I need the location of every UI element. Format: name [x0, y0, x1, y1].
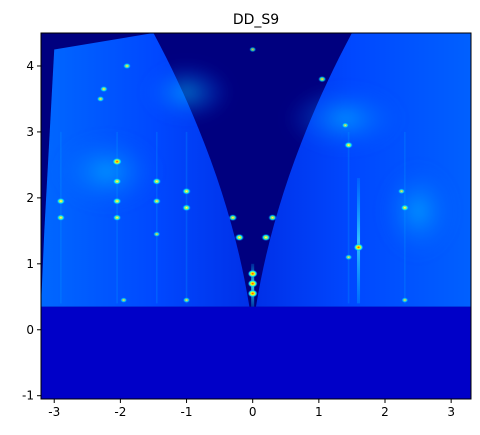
peak: [96, 95, 105, 103]
peak: [353, 243, 364, 252]
x-axis: -3 -2 -1 0 1 2 3: [48, 399, 455, 419]
x-tick-label: -3: [48, 405, 60, 419]
chart-title: DD_S9: [233, 12, 279, 28]
peak: [261, 233, 271, 242]
peak: [152, 177, 162, 185]
peak: [56, 197, 66, 205]
glow-region: [52, 131, 163, 212]
y-tick-label: -1: [22, 389, 34, 403]
peak: [228, 214, 238, 222]
diffuse-glow: [52, 62, 459, 262]
peak: [112, 177, 122, 185]
y-tick-label: 4: [26, 59, 34, 73]
glow-region: [378, 161, 459, 262]
peak: [120, 297, 128, 303]
peak: [182, 297, 191, 304]
peak: [182, 187, 192, 195]
axes-frame: [40, 32, 472, 400]
diffraction-peaks: [56, 46, 410, 304]
peak: [112, 214, 122, 222]
rod-line: [155, 131, 158, 304]
peak: [318, 75, 327, 83]
peak: [341, 122, 350, 129]
y-axis: -1 0 1 2 3 4: [22, 59, 41, 403]
x-tick-label: 3: [447, 405, 455, 419]
peak: [234, 233, 245, 242]
peak: [400, 204, 410, 212]
x-tick-label: 2: [381, 405, 389, 419]
x-tick-label: -1: [181, 405, 193, 419]
below-horizon-region: [41, 306, 471, 399]
peak: [344, 141, 354, 149]
y-tick-label: 2: [26, 191, 34, 205]
peak: [152, 197, 161, 205]
x-tick-label: 1: [315, 405, 323, 419]
peak: [249, 46, 257, 53]
y-tick-label: 0: [26, 323, 34, 337]
glow-region: [285, 83, 406, 154]
peak: [344, 254, 353, 261]
plot-area: [41, 33, 471, 399]
rod-line: [404, 131, 406, 304]
peak: [112, 157, 122, 166]
peak: [99, 85, 108, 93]
peak: [268, 214, 277, 222]
peak: [182, 204, 192, 212]
x-tick-label: 0: [249, 405, 257, 419]
x-tick-label: -2: [114, 405, 126, 419]
rod-line: [347, 131, 350, 304]
peak: [112, 197, 122, 205]
rod-line: [185, 131, 188, 304]
y-tick-label: 3: [26, 125, 34, 139]
peak: [247, 279, 258, 288]
peak: [153, 231, 161, 237]
peak: [397, 188, 406, 195]
peak: [247, 269, 258, 278]
streak: [357, 178, 361, 304]
peak: [247, 289, 258, 298]
peak: [56, 214, 66, 222]
glow-region: [141, 62, 232, 123]
peak: [401, 297, 409, 303]
y-tick-label: 1: [26, 257, 34, 271]
peak: [122, 62, 132, 70]
